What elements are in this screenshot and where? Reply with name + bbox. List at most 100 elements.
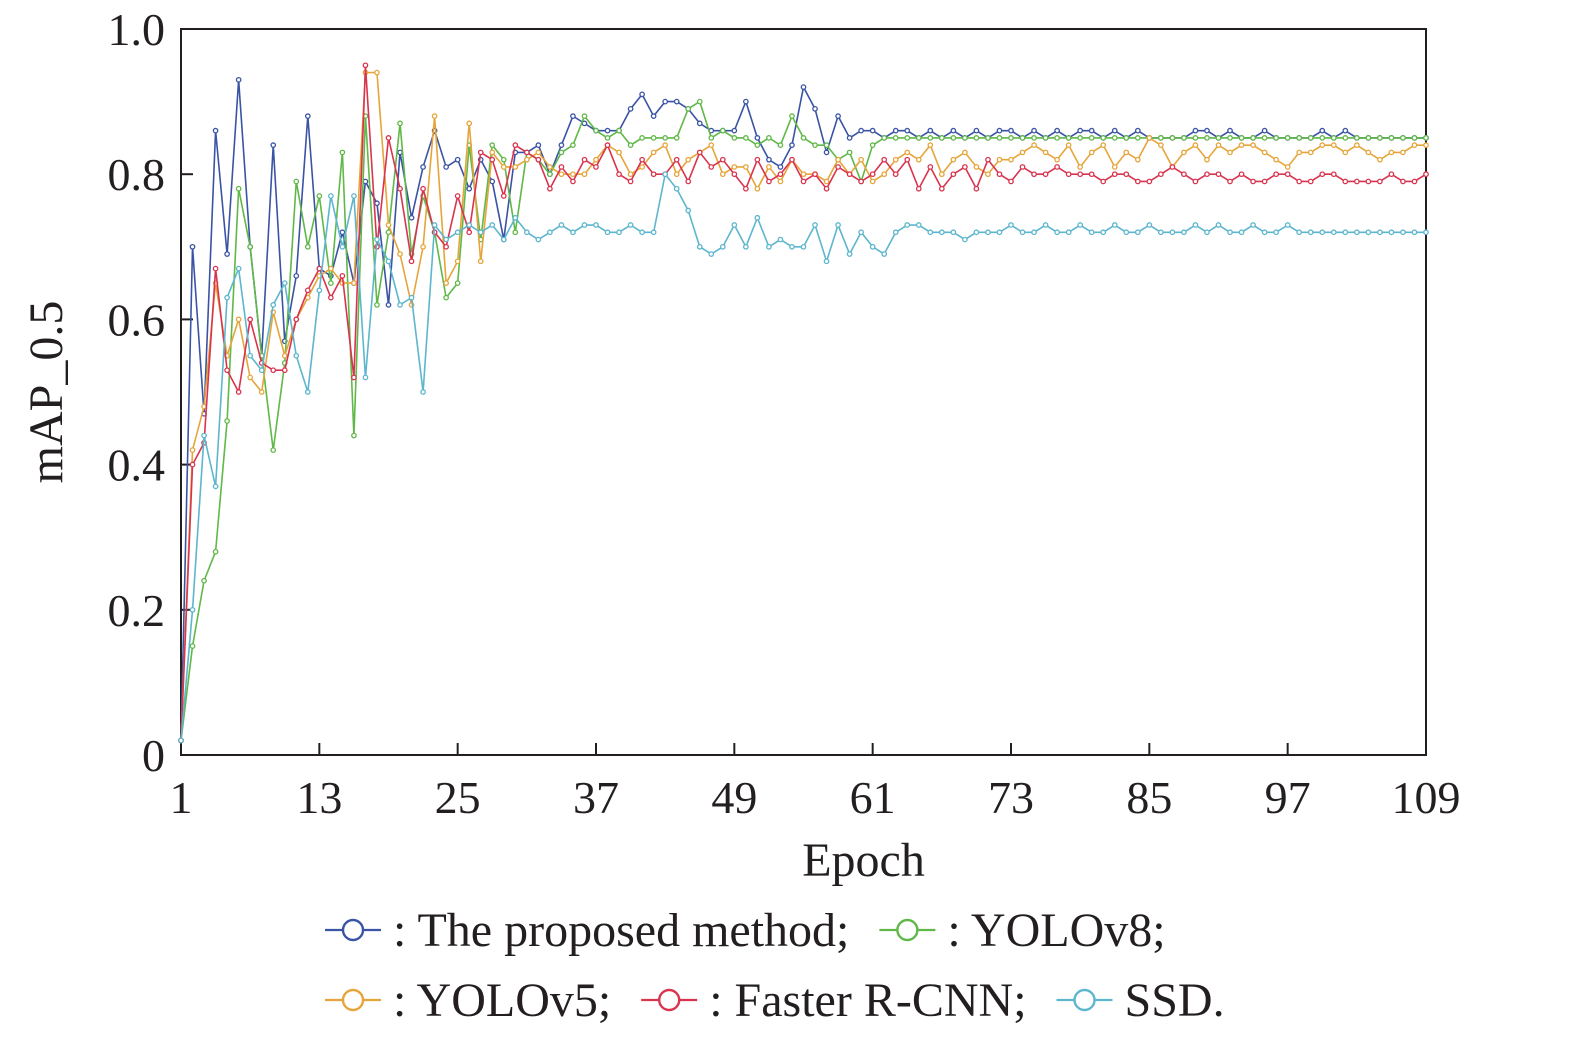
data-point xyxy=(881,135,888,141)
data-point xyxy=(1169,164,1176,170)
data-point xyxy=(904,127,911,134)
data-point xyxy=(1400,229,1406,236)
data-point xyxy=(869,171,876,178)
data-point xyxy=(731,171,738,178)
data-point xyxy=(1215,135,1222,141)
plot-frame xyxy=(180,28,1427,756)
data-point xyxy=(477,229,484,236)
data-point xyxy=(235,389,242,395)
data-point xyxy=(328,294,334,301)
data-point xyxy=(1365,178,1372,185)
data-point xyxy=(1353,229,1360,236)
data-point xyxy=(1227,149,1233,156)
data-point xyxy=(743,98,749,105)
data-point xyxy=(374,236,380,243)
data-point xyxy=(1181,229,1187,236)
data-point xyxy=(927,164,934,170)
series-line xyxy=(180,173,1426,741)
data-point xyxy=(927,127,934,134)
data-point xyxy=(719,171,726,178)
data-point xyxy=(512,142,519,149)
data-point xyxy=(1284,222,1291,228)
data-point xyxy=(1273,135,1279,141)
data-point xyxy=(1365,149,1372,156)
data-point xyxy=(950,171,957,178)
data-point xyxy=(743,185,749,192)
data-point xyxy=(1227,229,1233,236)
data-point xyxy=(512,164,519,170)
data-point xyxy=(731,127,738,134)
data-point xyxy=(927,135,934,141)
data-point xyxy=(1111,164,1118,170)
data-point xyxy=(904,222,911,228)
data-point xyxy=(570,178,576,185)
series-line xyxy=(180,100,1426,741)
data-point xyxy=(685,156,692,163)
data-point xyxy=(1377,178,1383,185)
data-point xyxy=(1146,222,1153,228)
data-point xyxy=(593,164,599,170)
data-point xyxy=(581,113,588,119)
data-point xyxy=(938,135,945,141)
data-point xyxy=(1250,178,1256,185)
data-point xyxy=(985,135,991,141)
data-point xyxy=(1123,229,1130,236)
data-point xyxy=(512,229,519,236)
data-point xyxy=(1215,142,1222,149)
data-point xyxy=(754,142,761,149)
data-point xyxy=(604,127,611,134)
data-point xyxy=(535,156,542,163)
data-point xyxy=(1054,164,1060,170)
data-point xyxy=(304,243,311,250)
data-point xyxy=(823,258,830,265)
data-point xyxy=(362,62,369,69)
data-point xyxy=(316,265,323,272)
data-point xyxy=(1365,135,1372,141)
data-point xyxy=(858,127,864,134)
data-point xyxy=(558,222,565,228)
data-point xyxy=(1123,149,1130,156)
data-point xyxy=(1146,135,1153,141)
data-point xyxy=(996,135,1003,141)
data-point xyxy=(950,229,957,236)
data-point xyxy=(1365,229,1372,236)
data-point xyxy=(258,367,265,374)
data-point xyxy=(696,98,703,105)
data-point xyxy=(1146,178,1153,185)
data-point xyxy=(1423,142,1429,149)
data-point xyxy=(1400,149,1406,156)
x-tick-label: 97 xyxy=(1265,772,1311,823)
data-point xyxy=(996,127,1003,134)
data-point xyxy=(1284,135,1291,141)
data-point xyxy=(685,106,692,112)
legend-item: : The proposed method; xyxy=(325,904,849,957)
data-point xyxy=(523,149,530,156)
data-point xyxy=(1273,229,1279,236)
data-point xyxy=(754,135,761,141)
data-point xyxy=(1088,229,1095,236)
y-tick-label: 0.6 xyxy=(108,294,166,345)
data-point xyxy=(304,389,311,395)
data-point xyxy=(846,135,853,141)
data-point xyxy=(743,135,749,141)
data-point xyxy=(397,120,403,127)
data-point xyxy=(1261,127,1268,134)
data-point xyxy=(731,164,738,170)
legend-marker xyxy=(896,918,919,942)
data-point xyxy=(385,222,392,228)
data-point xyxy=(996,229,1003,236)
data-point xyxy=(1019,164,1026,170)
data-point xyxy=(1330,171,1337,178)
data-point xyxy=(719,156,726,163)
data-point xyxy=(789,113,795,119)
data-point xyxy=(662,98,669,105)
data-point xyxy=(212,265,219,272)
data-point xyxy=(1296,135,1303,141)
data-point xyxy=(1008,135,1014,141)
data-point xyxy=(1158,229,1164,236)
data-point xyxy=(1077,171,1084,178)
data-point xyxy=(558,149,565,156)
data-point xyxy=(1423,229,1429,236)
data-point xyxy=(1169,229,1176,236)
data-point xyxy=(293,316,300,323)
